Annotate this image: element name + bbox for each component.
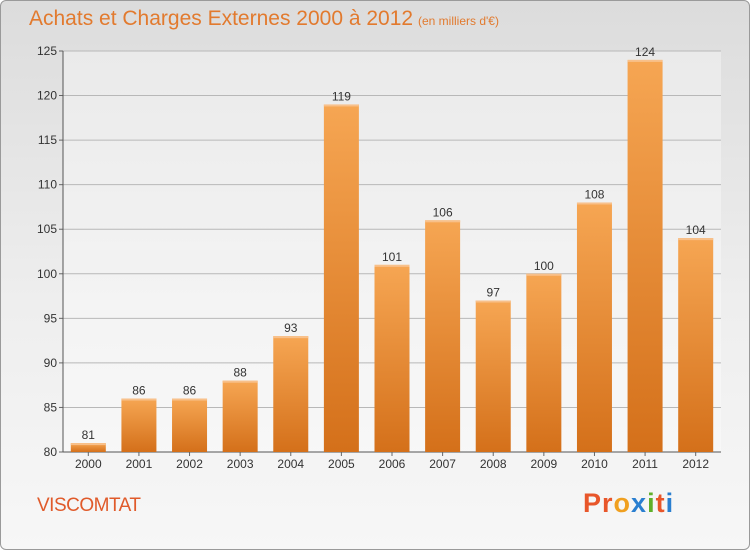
x-tick-label: 2012	[682, 457, 709, 471]
data-label: 124	[635, 45, 655, 59]
bar-highlight	[121, 398, 157, 401]
logo-letter: x	[631, 488, 648, 518]
y-tick-label: 100	[37, 267, 57, 281]
x-tick-label: 2007	[429, 457, 456, 471]
y-tick-label: 120	[37, 89, 57, 103]
data-label: 81	[82, 428, 96, 442]
x-tick-label: 2010	[581, 457, 608, 471]
bar-highlight	[70, 443, 106, 446]
bar	[273, 336, 309, 452]
bar-highlight	[374, 264, 410, 267]
y-tick-label: 125	[37, 44, 57, 58]
logo-letter: i	[665, 488, 675, 518]
data-label: 108	[584, 187, 604, 201]
logo-letter: t	[655, 488, 666, 518]
x-tick-label: 2009	[530, 457, 557, 471]
logo-letter: r	[602, 488, 614, 518]
bar	[374, 264, 410, 452]
y-tick-label: 110	[38, 178, 57, 192]
x-tick-label: 2000	[75, 457, 102, 471]
logo-letter: i	[647, 488, 656, 518]
x-tick-label: 2006	[379, 457, 406, 471]
bar	[425, 220, 461, 452]
bar	[627, 59, 663, 453]
y-tick-label: 80	[44, 445, 58, 459]
logo-letter: P	[583, 488, 603, 518]
x-tick-label: 2005	[328, 457, 355, 471]
data-label: 106	[433, 205, 453, 219]
bar-highlight	[526, 273, 562, 276]
y-tick-label: 105	[37, 222, 57, 236]
x-tick-label: 2011	[632, 457, 658, 471]
data-label: 93	[284, 321, 298, 335]
bar-highlight	[627, 59, 663, 62]
data-label: 101	[382, 250, 402, 264]
bar	[323, 104, 359, 452]
x-tick-label: 2001	[126, 457, 153, 471]
data-label: 100	[534, 259, 554, 273]
bar	[222, 380, 258, 452]
x-tick-label: 2002	[176, 457, 203, 471]
bar	[678, 238, 714, 452]
bar-highlight	[172, 398, 208, 401]
data-label: 97	[487, 286, 501, 300]
bar	[70, 443, 106, 452]
bar-highlight	[475, 300, 511, 303]
bar	[475, 300, 511, 452]
y-tick-label: 115	[38, 133, 57, 147]
x-tick-label: 2004	[277, 457, 304, 471]
proxiti-logo: Proxiti	[583, 488, 674, 519]
chart-unit: (en milliers d'€)	[418, 14, 499, 28]
bar	[172, 398, 208, 452]
bar	[576, 202, 612, 452]
logo-letter: o	[613, 488, 632, 518]
y-tick-label: 90	[44, 356, 58, 370]
y-tick-label: 85	[44, 400, 58, 414]
chart-title: Achats et Charges Externes 2000 à 2012	[29, 7, 414, 30]
bar-highlight	[678, 238, 714, 241]
bar-highlight	[273, 336, 309, 339]
bar	[526, 273, 562, 452]
x-tick-label: 2003	[227, 457, 254, 471]
data-label: 86	[183, 384, 197, 398]
bar-highlight	[222, 380, 258, 383]
commune-name: VISCOMTAT	[37, 495, 141, 516]
bar-highlight	[323, 104, 359, 107]
x-tick-label: 2008	[480, 457, 507, 471]
data-label: 86	[132, 384, 146, 398]
y-tick-label: 95	[44, 311, 58, 325]
data-label: 88	[233, 366, 247, 380]
data-label: 104	[686, 223, 706, 237]
bar-highlight	[425, 220, 461, 223]
data-label: 119	[332, 89, 351, 103]
bar-highlight	[576, 202, 612, 205]
bar	[121, 398, 157, 452]
